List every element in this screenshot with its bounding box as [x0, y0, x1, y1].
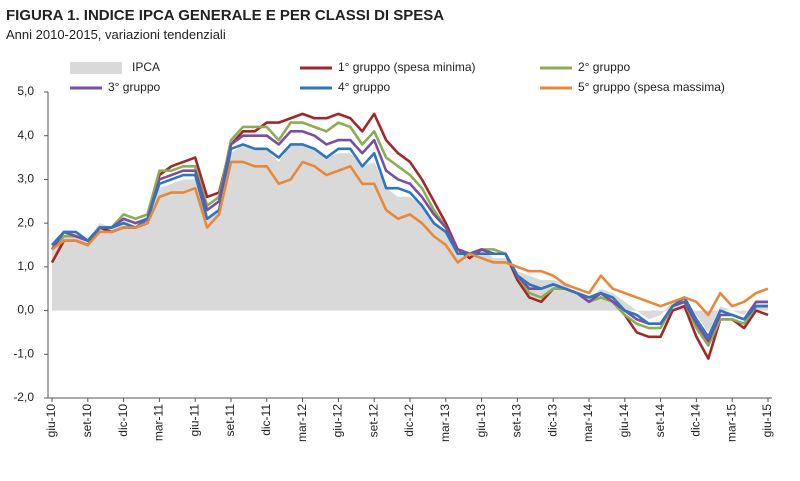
y-tick-label: -2,0: [13, 390, 34, 404]
legend-label: 3° gruppo: [108, 80, 160, 94]
x-tick-label: giu-14: [617, 404, 631, 438]
line: [50, 112, 769, 360]
y-tick-label: 2,0: [17, 215, 34, 229]
x-tick-label: dic-12: [402, 404, 416, 437]
x-tick-label: giu-11: [187, 404, 201, 437]
legend-swatch: [70, 62, 122, 74]
y-tick-label: 5,0: [17, 84, 34, 98]
x-tick-label: dic-14: [689, 404, 703, 437]
x-tick-label: mar-14: [581, 404, 595, 442]
x-tick-label: set-14: [653, 404, 667, 438]
x-tick-label: set-13: [510, 404, 524, 438]
x-tick-label: mar-13: [438, 404, 452, 442]
chart-subtitle: Anni 2010-2015, variazioni tendenziali: [6, 27, 226, 42]
legend-label: 5° gruppo (spesa massima): [578, 80, 725, 94]
line: [51, 160, 769, 317]
y-tick-label: 1,0: [17, 259, 34, 273]
x-tick-label: giu-10: [44, 404, 58, 438]
line: [51, 121, 768, 347]
x-tick-label: mar-12: [295, 404, 309, 442]
x-tick-label: dic-10: [116, 404, 130, 437]
x-tick-label: dic-13: [545, 404, 559, 437]
legend-label: 1° gruppo (spesa minima): [338, 60, 476, 74]
y-tick-label: 3,0: [17, 172, 34, 186]
y-tick-label: 0,0: [17, 303, 34, 317]
x-tick-label: mar-11: [152, 404, 166, 441]
y-tick-label: -1,0: [13, 346, 34, 360]
area: [52, 144, 768, 333]
chart-title: FIGURA 1. INDICE IPCA GENERALE E PER CLA…: [6, 7, 444, 24]
x-tick-label: giu-12: [331, 404, 345, 438]
x-tick-label: set-12: [366, 404, 380, 438]
x-tick-label: giu-13: [474, 404, 488, 438]
x-tick-label: set-10: [80, 404, 94, 438]
x-tick-label: mar-15: [724, 404, 738, 442]
x-tick-label: dic-11: [259, 404, 273, 436]
y-tick-label: 4,0: [17, 128, 34, 142]
x-tick-label: giu-15: [760, 404, 774, 438]
x-tick-label: set-11: [223, 404, 237, 437]
legend-label: 4° gruppo: [338, 80, 390, 94]
legend-label: IPCA: [132, 60, 160, 74]
legend-label: 2° gruppo: [578, 60, 630, 74]
line: [51, 143, 768, 339]
